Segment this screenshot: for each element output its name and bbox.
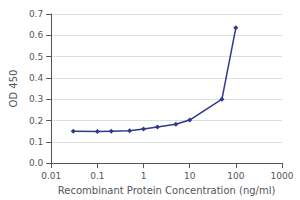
svg-text:OD 450: OD 450	[8, 70, 19, 108]
svg-text:10: 10	[184, 171, 196, 181]
svg-text:0.2: 0.2	[29, 116, 43, 126]
svg-text:1000: 1000	[271, 171, 294, 181]
svg-text:0.0: 0.0	[29, 158, 44, 168]
svg-text:0.4: 0.4	[29, 73, 44, 83]
svg-text:0.01: 0.01	[41, 171, 61, 181]
svg-text:Recombinant Protein Concentrat: Recombinant Protein Concentration (ng/ml…	[58, 185, 276, 196]
svg-text:0.5: 0.5	[29, 52, 43, 62]
svg-text:0.1: 0.1	[90, 171, 104, 181]
svg-text:100: 100	[227, 171, 244, 181]
svg-text:1: 1	[141, 171, 147, 181]
svg-text:0.6: 0.6	[29, 30, 44, 40]
svg-text:0.3: 0.3	[29, 94, 43, 104]
svg-text:0.7: 0.7	[29, 9, 43, 19]
svg-text:0.1: 0.1	[29, 137, 43, 147]
